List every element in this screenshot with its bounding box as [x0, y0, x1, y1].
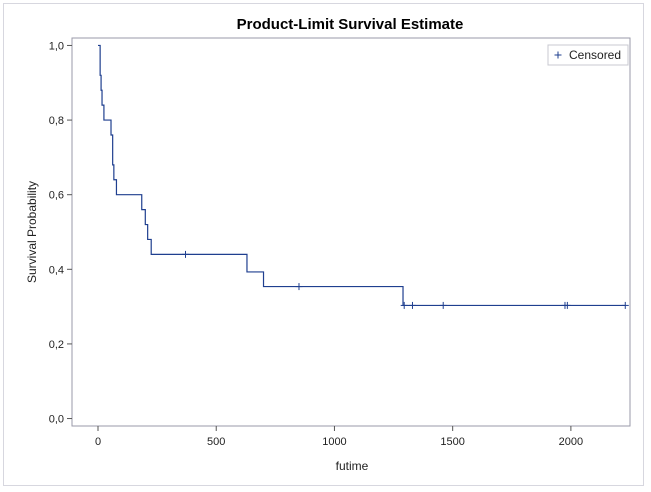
y-tick-label: 0,4 — [49, 264, 64, 276]
y-tick-label: 0,0 — [49, 414, 64, 426]
y-tick-label: 0,6 — [49, 190, 64, 202]
censored-point — [295, 283, 303, 291]
x-tick-label: 1500 — [440, 436, 464, 448]
legend-censored-marker — [554, 51, 562, 59]
y-axis: 0,0 0,2 0,4 0,6 0,8 1,0 — [49, 40, 72, 426]
y-axis-label: Survival Probability — [25, 181, 39, 283]
x-tick-label: 1000 — [322, 436, 346, 448]
censored-point — [439, 301, 447, 309]
censored-point — [181, 250, 189, 258]
y-tick-label: 0,8 — [49, 115, 64, 127]
chart-title: Product-Limit Survival Estimate — [237, 16, 464, 33]
legend-plus-symbol — [554, 51, 562, 59]
censored-point — [563, 301, 571, 309]
legend: Censored — [547, 44, 629, 66]
x-axis: 0 500 1000 1500 2000 — [95, 426, 583, 448]
survival-step-line — [98, 44, 626, 307]
censored-markers — [181, 250, 629, 309]
x-axis-label: futime — [336, 459, 369, 473]
y-tick-label: 1,0 — [49, 40, 64, 52]
x-tick-label: 500 — [207, 436, 225, 448]
legend-censored-label: Censored — [569, 48, 621, 62]
x-tick-label: 2000 — [559, 436, 583, 448]
y-tick-label: 0,2 — [49, 339, 64, 351]
survival-curve-layer — [98, 44, 626, 307]
plot-area — [71, 37, 631, 427]
censored-point — [621, 301, 629, 309]
censored-point — [408, 301, 416, 309]
x-tick-label: 0 — [95, 436, 101, 448]
chart-frame — [3, 3, 644, 486]
censored-point — [400, 301, 408, 309]
legend-box — [547, 44, 629, 66]
